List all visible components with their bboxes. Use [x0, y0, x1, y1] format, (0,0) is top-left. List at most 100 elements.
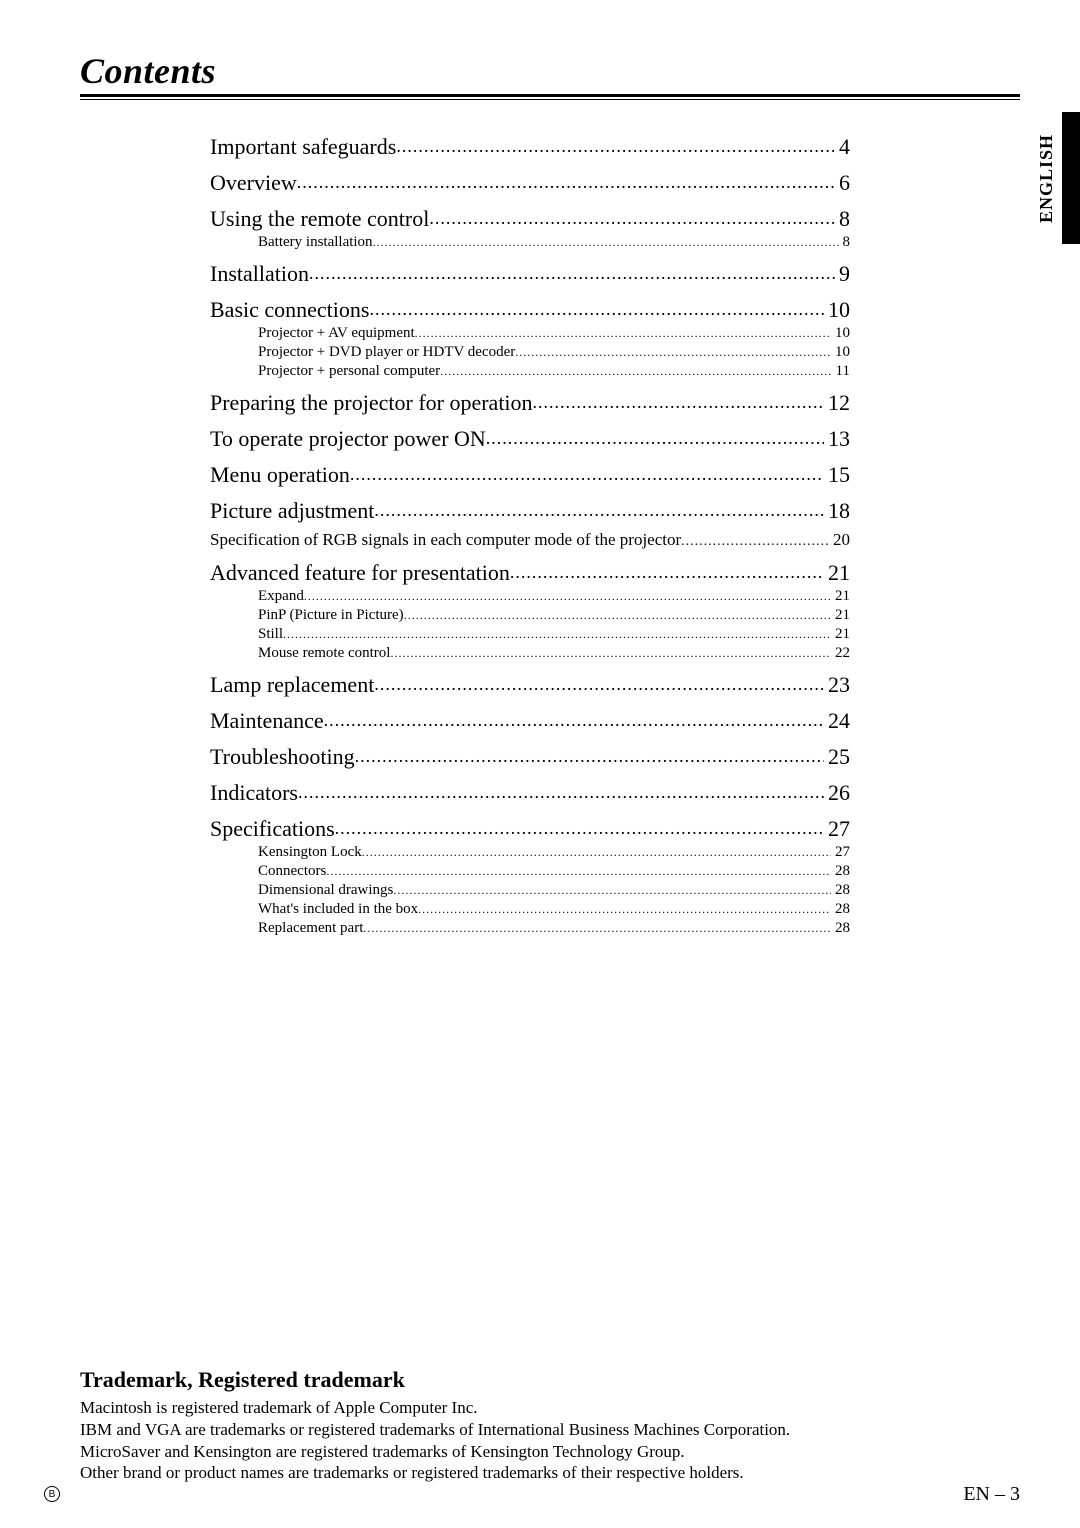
page-title: Contents — [80, 50, 1020, 92]
toc-page-number: 12 — [824, 390, 850, 416]
toc-leader-dots — [429, 208, 835, 229]
toc-leader-dots — [374, 500, 824, 521]
toc-leader-dots — [440, 364, 831, 379]
toc-page-number: 26 — [824, 780, 850, 806]
toc-row: Troubleshooting 25 — [210, 744, 850, 770]
toc-page-number: 21 — [831, 626, 850, 643]
toc-page-number: 8 — [835, 206, 850, 232]
toc-row: Projector + AV equipment 10 — [258, 325, 850, 342]
toc-row: Battery installation 8 — [258, 234, 850, 251]
page-number: EN – 3 — [963, 1483, 1020, 1506]
trademark-line: Other brand or product names are tradema… — [80, 1462, 1020, 1484]
toc-page-number: 22 — [831, 645, 850, 662]
toc-page-number: 13 — [824, 426, 850, 452]
toc-page-number: 23 — [824, 672, 850, 698]
toc-label: Mouse remote control — [258, 645, 390, 662]
toc-leader-dots — [404, 608, 831, 623]
toc-leader-dots — [393, 883, 831, 898]
toc-row: Maintenance 24 — [210, 708, 850, 734]
toc-label: Using the remote control — [210, 206, 429, 232]
toc-page-number: 28 — [831, 882, 850, 899]
toc-row: PinP (Picture in Picture) 21 — [258, 607, 850, 624]
toc-page-number: 11 — [832, 363, 850, 380]
toc-leader-dots — [283, 627, 831, 642]
side-language-label: ENGLISH — [1036, 112, 1058, 244]
toc-leader-dots — [324, 710, 824, 731]
toc-row: Specification of RGB signals in each com… — [210, 530, 850, 550]
toc-leader-dots — [309, 263, 835, 284]
toc-row: Using the remote control 8 — [210, 206, 850, 232]
side-language-text: ENGLISH — [1037, 133, 1058, 222]
toc-page-number: 9 — [835, 261, 850, 287]
toc-page-number: 28 — [831, 863, 850, 880]
toc-leader-dots — [681, 534, 829, 550]
trademark-line: IBM and VGA are trademarks or registered… — [80, 1419, 1020, 1441]
toc-page-number: 10 — [831, 344, 850, 361]
toc-page-number: 21 — [831, 588, 850, 605]
toc-row: Still 21 — [258, 626, 850, 643]
toc-row: Overview 6 — [210, 170, 850, 196]
toc-row: Dimensional drawings 28 — [258, 882, 850, 899]
toc-page-number: 10 — [824, 297, 850, 323]
toc-label: Troubleshooting — [210, 744, 355, 770]
toc-row: Specifications 27 — [210, 816, 850, 842]
trademark-line: MicroSaver and Kensington are registered… — [80, 1441, 1020, 1463]
toc-page-number: 27 — [831, 844, 850, 861]
toc-row: Projector + personal computer 11 — [258, 363, 850, 380]
trademark-heading: Trademark, Registered trademark — [80, 1367, 1020, 1393]
trademark-block: Trademark, Registered trademark Macintos… — [80, 1367, 1020, 1484]
toc-page-number: 15 — [824, 462, 850, 488]
toc-leader-dots — [515, 345, 831, 360]
toc-label: Picture adjustment — [210, 498, 374, 524]
toc-row: Indicators 26 — [210, 780, 850, 806]
toc-page-number: 25 — [824, 744, 850, 770]
toc-label: Indicators — [210, 780, 298, 806]
toc-label: Preparing the projector for operation — [210, 390, 533, 416]
toc-label: Basic connections — [210, 297, 369, 323]
table-of-contents: Important safeguards 4 Overview 6 Using th… — [210, 134, 850, 937]
toc-label: Projector + DVD player or HDTV decoder — [258, 344, 515, 361]
page: Contents ENGLISH Important safeguards 4 O… — [0, 0, 1080, 1528]
toc-leader-dots — [390, 646, 831, 661]
toc-row: Connectors 28 — [258, 863, 850, 880]
toc-row: Lamp replacement 23 — [210, 672, 850, 698]
toc-label: Dimensional drawings — [258, 882, 393, 899]
toc-row: To operate projector power ON 13 — [210, 426, 850, 452]
toc-label: Still — [258, 626, 283, 643]
print-mark-text: B — [49, 1489, 56, 1500]
toc-label: Important safeguards — [210, 134, 396, 160]
toc-label: Overview — [210, 170, 297, 196]
toc-leader-dots — [533, 392, 824, 413]
toc-label: Connectors — [258, 863, 326, 880]
toc-row: Menu operation 15 — [210, 462, 850, 488]
toc-page-number: 27 — [824, 816, 850, 842]
toc-leader-dots — [396, 136, 835, 157]
toc-page-number: 21 — [824, 560, 850, 586]
toc-page-number: 28 — [831, 920, 850, 937]
toc-row: Expand 21 — [258, 588, 850, 605]
toc-row: What's included in the box 28 — [258, 901, 850, 918]
toc-row: Important safeguards 4 — [210, 134, 850, 160]
toc-leader-dots — [350, 464, 824, 485]
toc-page-number: 10 — [831, 325, 850, 342]
toc-leader-dots — [355, 746, 824, 767]
toc-page-number: 24 — [824, 708, 850, 734]
toc-leader-dots — [363, 921, 831, 936]
toc-leader-dots — [486, 428, 824, 449]
toc-label: Menu operation — [210, 462, 350, 488]
toc-leader-dots — [298, 782, 824, 803]
toc-label: Lamp replacement — [210, 672, 374, 698]
toc-page-number: 21 — [831, 607, 850, 624]
toc-label: Installation — [210, 261, 309, 287]
toc-leader-dots — [326, 864, 831, 879]
toc-label: Battery installation — [258, 234, 373, 251]
toc-label: Replacement part — [258, 920, 363, 937]
toc-label: Maintenance — [210, 708, 324, 734]
toc-label: What's included in the box — [258, 901, 418, 918]
rule-thin — [80, 99, 1020, 100]
toc-label: Advanced feature for presentation — [210, 560, 510, 586]
toc-page-number: 6 — [835, 170, 850, 196]
toc-leader-dots — [374, 674, 824, 695]
toc-label: Specification of RGB signals in each com… — [210, 530, 681, 550]
toc-label: Expand — [258, 588, 304, 605]
